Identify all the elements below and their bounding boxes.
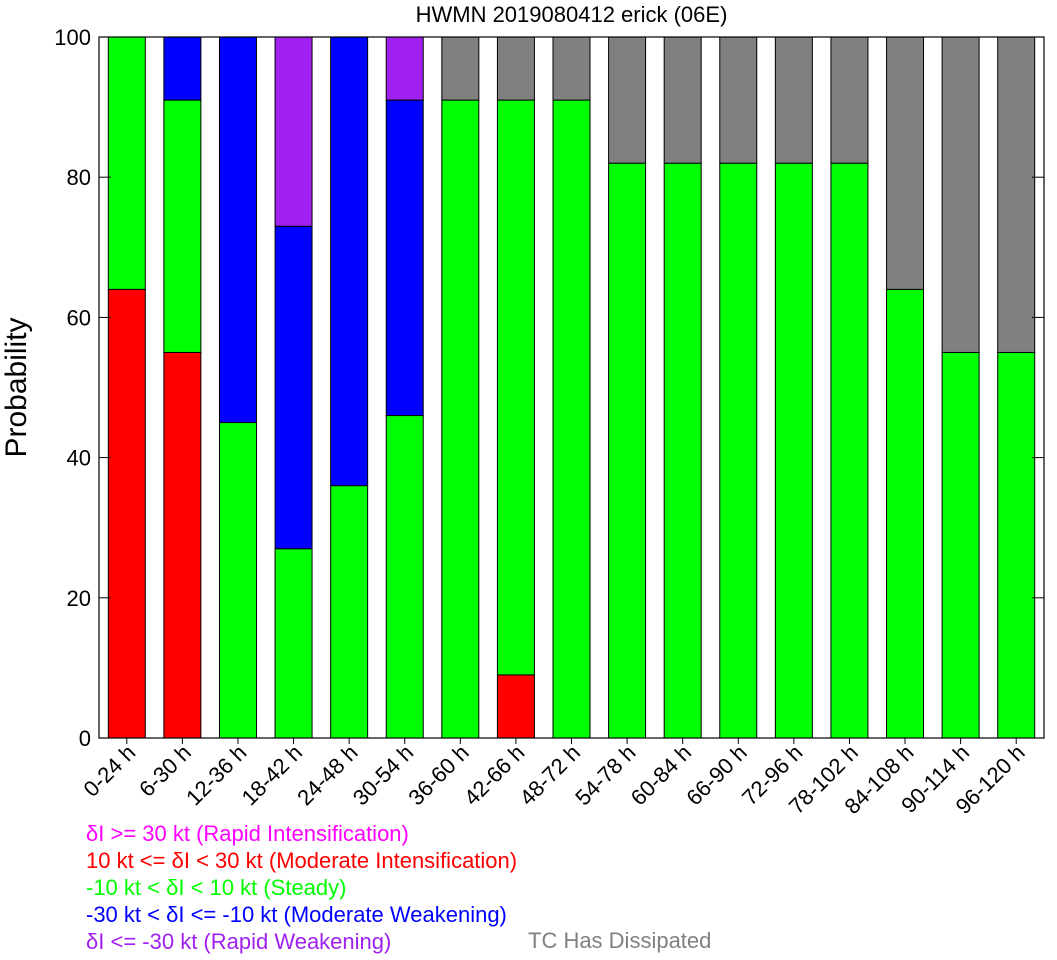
- delta-symbol: δ: [171, 848, 184, 873]
- x-tick-label: 66-90 h: [681, 740, 751, 810]
- y-tick-label: 20: [67, 586, 91, 611]
- bar-steady: [274, 548, 313, 739]
- bar-mw: [385, 99, 424, 417]
- y-tick-label: 60: [67, 305, 91, 330]
- y-tick-label: 0: [79, 726, 91, 751]
- bar-steady: [663, 162, 702, 739]
- legend-mi: 10 kt <= δI < 30 kt (Moderate Intensific…: [86, 847, 517, 874]
- legend-ri: δI >= 30 kt (Rapid Intensification): [86, 820, 517, 847]
- x-tick-label: 54-78 h: [570, 740, 640, 810]
- x-tick-label: 36-60 h: [403, 740, 473, 810]
- bar-steady: [719, 162, 758, 739]
- x-tick-label: 30-54 h: [348, 740, 418, 810]
- bar-steady: [163, 99, 202, 353]
- bar-dissipated: [552, 36, 591, 101]
- legend-rw-text: I <= -30 kt (Rapid Weakening): [98, 929, 392, 954]
- bar-dissipated: [830, 36, 869, 164]
- x-tick-label: 42-66 h: [459, 740, 529, 810]
- legend-steady: -10 kt < δI < 10 kt (Steady): [86, 874, 517, 901]
- bar-dissipated: [608, 36, 647, 164]
- legend-mw-text: I <= -10 kt (Moderate Weakening): [178, 902, 507, 927]
- bar-steady: [218, 422, 257, 739]
- y-tick-label: 100: [54, 25, 91, 50]
- bar-steady: [997, 351, 1036, 739]
- bar-mi: [107, 288, 146, 739]
- x-tick-label: 60-84 h: [626, 740, 696, 810]
- x-tick-label: 18-42 h: [237, 740, 307, 810]
- bar-mi: [163, 351, 202, 739]
- legend: δI >= 30 kt (Rapid Intensification) 10 k…: [86, 820, 517, 955]
- bar-rw: [385, 36, 424, 101]
- delta-symbol: δ: [166, 875, 179, 900]
- bar-rw: [274, 36, 313, 227]
- bar-dissipated: [496, 36, 535, 101]
- bar-dissipated: [941, 36, 980, 353]
- delta-symbol: δ: [166, 902, 179, 927]
- y-axis-label: Probability: [0, 317, 33, 457]
- y-tick-label: 80: [67, 165, 91, 190]
- bar-dissipated: [997, 36, 1036, 353]
- legend-ri-text: I >= 30 kt (Rapid Intensification): [98, 821, 409, 846]
- bar-steady: [496, 99, 535, 676]
- bar-steady: [830, 162, 869, 739]
- delta-symbol: δ: [86, 821, 99, 846]
- x-tick-label: 24-48 h: [292, 740, 362, 810]
- plot-frame: [98, 36, 1045, 739]
- bar-dissipated: [441, 36, 480, 101]
- legend-mw: -30 kt < δI <= -10 kt (Moderate Weakenin…: [86, 901, 517, 928]
- legend-steady-text: I < 10 kt (Steady): [178, 875, 347, 900]
- legend-mw-pre: -30 kt <: [86, 902, 167, 927]
- bar-steady: [107, 36, 146, 290]
- y-tick-label: 40: [67, 446, 91, 471]
- legend-mi-pre: 10 kt <=: [86, 848, 172, 873]
- legend-rw: δI <= -30 kt (Rapid Weakening): [86, 928, 517, 955]
- bar-steady: [941, 351, 980, 739]
- delta-symbol: δ: [86, 929, 99, 954]
- bar-steady: [330, 485, 369, 739]
- bar-mi: [496, 674, 535, 739]
- bar-dissipated: [886, 36, 925, 290]
- legend-mi-text: I < 30 kt (Moderate Intensification): [183, 848, 518, 873]
- bar-dissipated: [663, 36, 702, 164]
- legend-steady-pre: -10 kt <: [86, 875, 167, 900]
- bar-steady: [441, 99, 480, 739]
- bar-dissipated: [774, 36, 813, 164]
- bar-mw: [163, 36, 202, 101]
- bar-mw: [218, 36, 257, 424]
- x-tick-label: 12-36 h: [181, 740, 251, 810]
- probability-chart: HWMN 2019080412 erick (06E)0-24 h6-30 h1…: [0, 2, 1045, 819]
- chart-title: HWMN 2019080412 erick (06E): [416, 2, 728, 27]
- bar-steady: [385, 415, 424, 739]
- bar-mw: [274, 225, 313, 550]
- x-tick-label: 48-72 h: [515, 740, 585, 810]
- bar-steady: [608, 162, 647, 739]
- bar-steady: [774, 162, 813, 739]
- bar-steady: [552, 99, 591, 739]
- bar-mw: [330, 36, 369, 487]
- legend-dissipated: TC Has Dissipated: [528, 928, 712, 953]
- bar-steady: [886, 288, 925, 739]
- bar-dissipated: [719, 36, 758, 164]
